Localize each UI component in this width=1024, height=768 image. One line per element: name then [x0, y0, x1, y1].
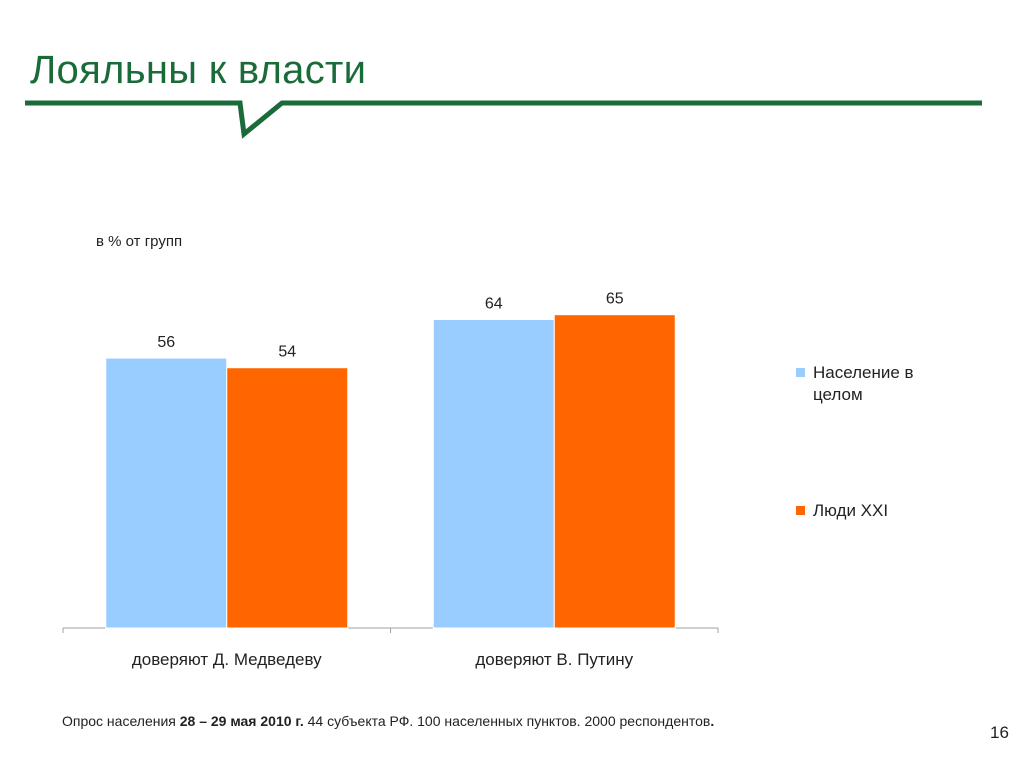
- data-label: 54: [278, 344, 296, 361]
- survey-footnote: Опрос населения 28 – 29 мая 2010 г. 44 с…: [62, 713, 714, 729]
- chart-unit-label: в % от групп: [96, 233, 183, 250]
- legend-swatch-series-1: [796, 368, 805, 377]
- bar: [226, 367, 349, 629]
- data-label: 65: [606, 291, 624, 308]
- legend-label-series-2: Люди XXI: [813, 501, 889, 520]
- page-title: Лояльны к власти: [30, 48, 367, 92]
- legend-item-series-1: Население в целом: [796, 362, 953, 406]
- bar: [105, 357, 228, 629]
- bar: [553, 314, 676, 629]
- footnote-suffix: 44 субъекта РФ. 100 населенных пунктов. …: [303, 713, 711, 729]
- x-tick-label: доверяют В. Путину: [475, 650, 633, 669]
- footnote-prefix: Опрос населения: [62, 713, 180, 729]
- title-rule: [25, 100, 982, 139]
- data-label: 56: [157, 334, 175, 351]
- legend-item-series-2: Люди XXI: [796, 500, 953, 522]
- legend-swatch-series-2: [796, 506, 805, 515]
- bar: [432, 319, 555, 629]
- legend-label-series-1: Население в целом: [813, 363, 914, 404]
- footnote-end: .: [710, 713, 715, 729]
- page-number: 16: [990, 723, 1009, 742]
- data-label: 64: [485, 296, 503, 313]
- x-tick-label: доверяют Д. Медведеву: [132, 650, 322, 669]
- footnote-dates: 28 – 29 мая 2010 г.: [179, 713, 304, 729]
